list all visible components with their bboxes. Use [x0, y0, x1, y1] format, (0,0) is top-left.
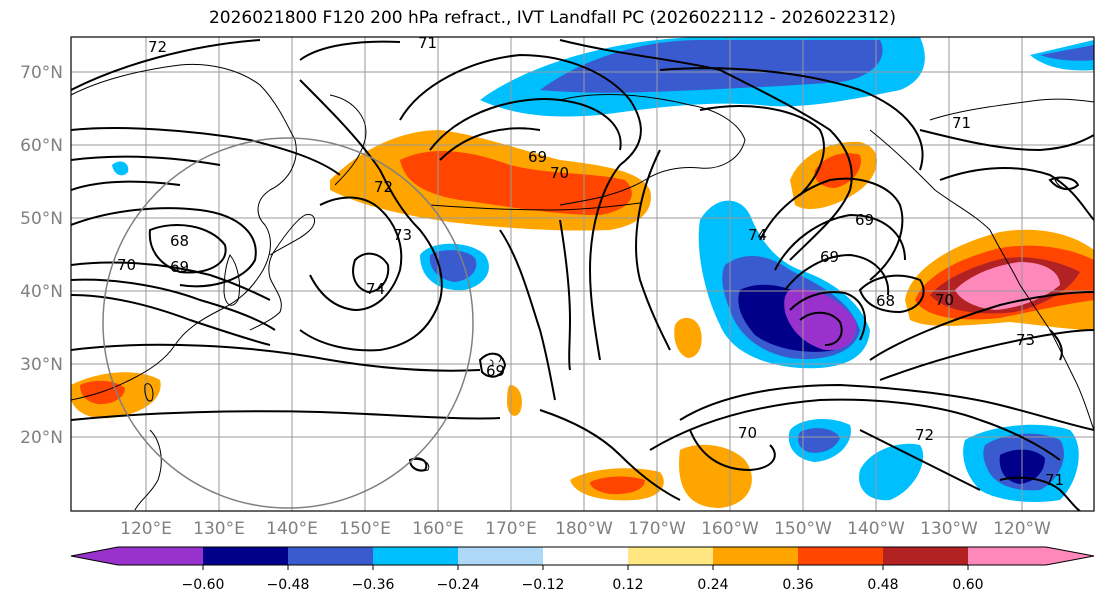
contour-label: 72 [915, 426, 934, 444]
colorbar-segment [288, 547, 373, 565]
contour-label: 74 [748, 226, 767, 244]
latitude-axis: 70°N 60°N 50°N 40°N 30°N 20°N [20, 63, 63, 448]
lon-label: 130°W [920, 519, 978, 539]
coast-philippines [134, 429, 162, 511]
coast-taiwan [144, 383, 154, 402]
lat-label: 70°N [20, 63, 63, 83]
contour-label: 73 [1016, 331, 1035, 349]
lat-label: 20°N [20, 428, 63, 448]
colorbar-segment [713, 547, 798, 565]
fill-region-cpac-purple [784, 289, 856, 351]
contour-label: 70 [738, 424, 757, 442]
coast-north-america [929, 98, 1094, 121]
colorbar-high-extend [1046, 547, 1094, 565]
colorbar-segment [883, 547, 968, 565]
colorbar-segment [203, 547, 288, 565]
lon-label: 150°W [774, 519, 832, 539]
coast-japan [249, 213, 316, 331]
coast-alaska [559, 94, 746, 206]
lon-label: 150°E [339, 519, 391, 539]
colorbar-tick-label: −0.60 [182, 577, 225, 593]
colorbar-segment [458, 547, 543, 565]
fill-region-s2-orange [679, 444, 752, 508]
colorbar-segment [628, 547, 713, 565]
contour-label: 68 [876, 292, 895, 310]
lon-label: 140°W [847, 519, 905, 539]
lat-label: 40°N [20, 282, 63, 302]
contour-label: 74 [366, 280, 385, 298]
contour-label: 69 [486, 362, 505, 380]
lon-label: 120°W [993, 519, 1051, 539]
coast-asia [71, 63, 297, 401]
contour-label: 71 [1045, 471, 1064, 489]
contour-label: 69 [170, 258, 189, 276]
lon-label: 140°E [266, 519, 318, 539]
longitude-axis: 120°E 130°E 140°E 150°E 160°E 170°E 180°… [120, 519, 1051, 539]
colorbar-tick-label: 0.24 [697, 577, 728, 593]
colorbar-tick-label: −0.48 [267, 577, 310, 593]
colorbar-tick-label: −0.24 [437, 577, 480, 593]
colorbar-tick-label: −0.12 [522, 577, 565, 593]
colorbar-tick-label: 0.12 [612, 577, 643, 593]
coast-aleutians [429, 202, 641, 211]
contour-label: 69 [528, 148, 547, 166]
contour-label: 70 [935, 291, 954, 309]
colorbar-outline [70, 546, 1095, 566]
coast-bc [869, 129, 1021, 286]
contour-label: 73 [393, 226, 412, 244]
lat-label: 50°N [20, 209, 63, 229]
map-frame [70, 36, 1095, 512]
colorbar-ticks [202, 565, 969, 570]
lon-label: 130°E [193, 519, 245, 539]
lon-label: 160°W [701, 519, 759, 539]
contour-label: 70 [117, 256, 136, 274]
colorbar-tick-label: 0.60 [952, 577, 983, 593]
lat-label: 60°N [20, 136, 63, 156]
lon-label: 160°E [412, 519, 464, 539]
fill-region-npac-red [400, 150, 632, 215]
colorbar: −0.60 −0.48 −0.36 −0.24 −0.12 0.12 0.24 … [70, 546, 1095, 593]
colorbar-segment [543, 547, 628, 565]
contour-label: 72 [148, 38, 167, 56]
colorbar-low-extend [71, 547, 118, 565]
colorbar-segment [373, 547, 458, 565]
lon-label: 120°E [120, 519, 172, 539]
contour-label-group: 71 72 69 70 72 73 74 68 69 70 71 69 69 7… [117, 34, 1064, 489]
colorbar-segment [118, 547, 203, 565]
filled-anomaly-layer [71, 37, 1094, 508]
colorbar-tick-label: 0.48 [867, 577, 898, 593]
contour-label: 70 [550, 164, 569, 182]
map-title: 2026021800 F120 200 hPa refract., IVT La… [208, 8, 896, 28]
fill-region-arctic-ne-dark [1040, 45, 1094, 61]
contour-label: 68 [170, 232, 189, 250]
lat-label: 30°N [20, 355, 63, 375]
colorbar-tick-label: 0.36 [782, 577, 813, 593]
contour-label: 71 [952, 114, 971, 132]
coast-kamchatka [329, 94, 367, 186]
lon-label: 180°W [555, 519, 613, 539]
grey-circle-outline [102, 137, 474, 509]
contour-label: 69 [855, 211, 874, 229]
contour-label: 69 [820, 248, 839, 266]
colorbar-tick-label: −0.36 [352, 577, 395, 593]
fill-region-hi-orange [674, 317, 702, 358]
contour-lines [71, 39, 1094, 511]
lon-label: 170°E [485, 519, 537, 539]
contour-label: 71 [418, 34, 437, 52]
lon-label: 170°W [628, 519, 686, 539]
fill-region-s-red [590, 476, 645, 495]
colorbar-segment [798, 547, 883, 565]
fill-region-nwpac-blue [112, 161, 129, 176]
fill-region-se-lightblue [859, 443, 924, 501]
colorbar-segment [968, 547, 1046, 565]
contour-label: 72 [374, 178, 393, 196]
fill-region-sepac-blue [798, 428, 840, 453]
